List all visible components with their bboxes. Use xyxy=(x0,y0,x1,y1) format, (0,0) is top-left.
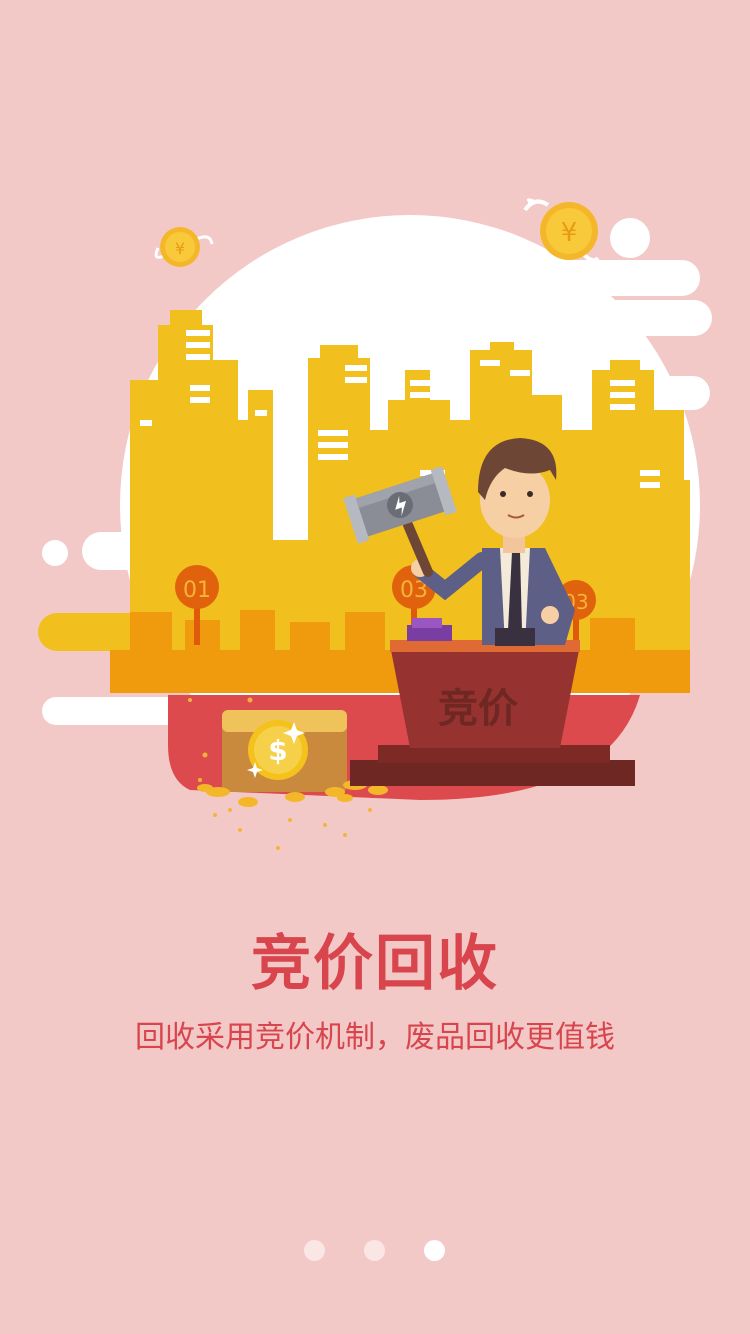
foreground-buildings xyxy=(110,610,690,693)
treasure-chest: $ xyxy=(222,710,347,792)
auction-podium: 竞价 xyxy=(350,618,635,786)
page-indicator xyxy=(0,1240,750,1262)
cloud-bar xyxy=(42,697,187,725)
page-dot[interactable] xyxy=(364,1240,385,1261)
flying-coin-icon: ¥ xyxy=(523,198,600,263)
onboarding-illustration: 01 03 03 $ 竞价 xyxy=(38,198,712,850)
marker-01: 01 xyxy=(175,565,219,645)
cloud-dot xyxy=(42,540,68,566)
cloud-bar xyxy=(600,300,712,336)
flying-coin-icon: ¥ xyxy=(154,227,214,267)
cloud-dot xyxy=(610,218,650,258)
gavel-icon xyxy=(343,466,457,577)
page-dot[interactable] xyxy=(304,1240,325,1261)
sparkle-dots xyxy=(188,697,372,850)
dollar-icon: $ xyxy=(268,734,287,767)
marker-label: 01 xyxy=(183,578,211,603)
page-subtitle: 回收采用竞价机制，废品回收更值钱 xyxy=(135,1020,615,1055)
cloud-bar xyxy=(510,260,700,296)
page-title: 竞价回收 xyxy=(251,929,499,999)
podium-label: 竞价 xyxy=(438,686,518,732)
svg-text:¥: ¥ xyxy=(175,239,185,258)
page-dot-active[interactable] xyxy=(424,1240,445,1261)
svg-text:¥: ¥ xyxy=(561,218,578,248)
